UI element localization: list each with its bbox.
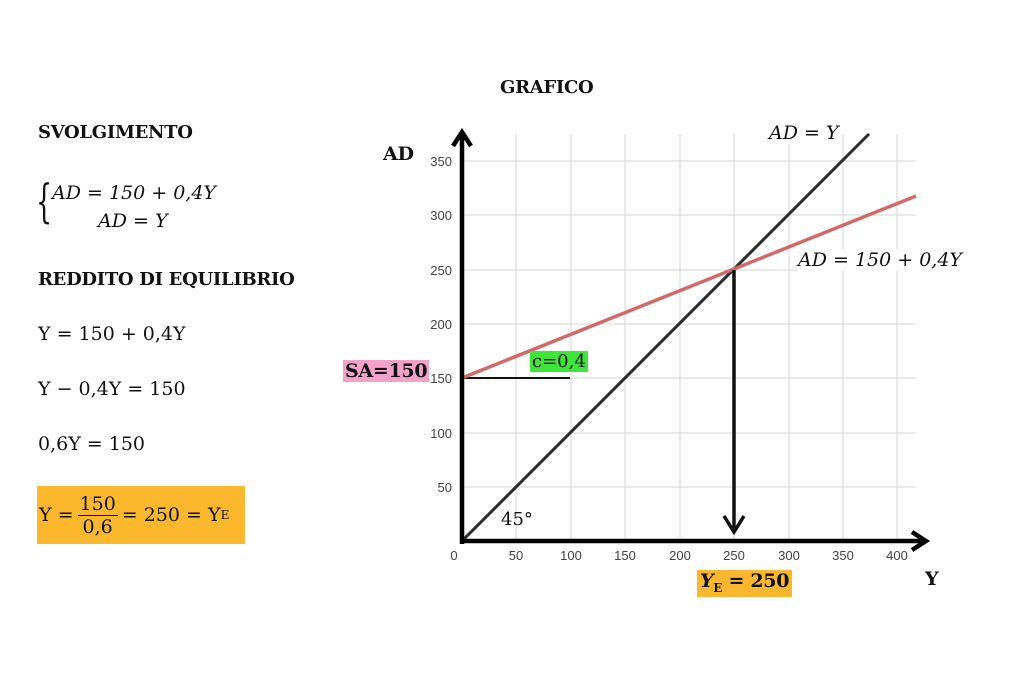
y-axis-arrow (451, 127, 473, 148)
section-title-equilibrium: REDDITO DI EQUILIBRIO (38, 269, 295, 290)
fraction-numerator: 150 (77, 492, 118, 516)
x-tick: 400 (886, 548, 908, 563)
result-fraction: 150 0,6 (77, 492, 118, 538)
system-brace: { (36, 174, 53, 228)
label-ad-function: AD = 150 + 0,4Y (796, 249, 964, 271)
y-tick: 200 (430, 317, 452, 332)
x-tick: 300 (778, 548, 800, 563)
angle-label: 45° (501, 509, 533, 530)
section-title-svolgimento: SVOLGIMENTO (38, 122, 193, 143)
x-tick: 250 (723, 548, 745, 563)
line-ad-function (461, 194, 917, 380)
chart-title: GRAFICO (500, 77, 594, 98)
x-tick: 0 (450, 548, 458, 563)
step-2: Y − 0,4Y = 150 (38, 378, 186, 400)
grid-lines (462, 134, 916, 541)
y-tick: 350 (430, 154, 452, 169)
result-rhs: = 250 = Y (121, 504, 221, 526)
ye-label: YE = 250 (697, 570, 793, 597)
y-tick: 50 (437, 480, 452, 495)
x-tick: 50 (508, 548, 524, 563)
y-tick: 250 (430, 263, 452, 278)
fraction-denominator: 0,6 (82, 515, 113, 538)
y-tick: 300 (430, 208, 452, 223)
step-1: Y = 150 + 0,4Y (38, 323, 186, 345)
y-tick: 150 (430, 371, 452, 386)
drop-arrow-head (722, 515, 746, 536)
x-tick: 100 (560, 548, 582, 563)
x-axis-arrow (910, 530, 931, 552)
x-tick: 350 (832, 548, 854, 563)
x-tick: 200 (669, 548, 691, 563)
system-equation-1: AD = 150 + 0,4Y (52, 182, 216, 204)
sa-label: SA=150 (343, 360, 430, 382)
y-axis-label: AD (383, 143, 414, 165)
y-tick: 100 (430, 426, 452, 441)
line-ad-equals-y (460, 132, 871, 543)
c-label: c=0,4 (530, 351, 588, 372)
result-subscript: E (220, 508, 230, 522)
step-3: 0,6Y = 150 (38, 433, 146, 455)
x-tick: 150 (614, 548, 636, 563)
x-axis-label: Y (925, 568, 939, 590)
result-lhs: Y = (39, 504, 74, 526)
system-equation-2: AD = Y (98, 210, 168, 232)
label-ad-equals-y: AD = Y (769, 122, 839, 144)
